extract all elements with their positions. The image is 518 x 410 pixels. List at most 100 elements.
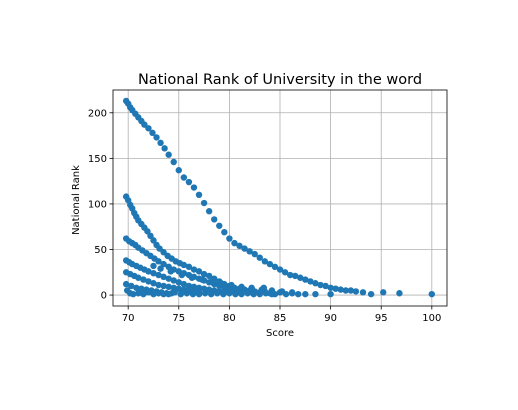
data-point [352,288,360,295]
data-point [317,281,324,289]
data-point [133,284,140,291]
data-point [189,290,197,298]
data-point [322,282,329,290]
data-point [295,290,302,298]
data-point [286,271,294,279]
data-point [205,208,213,215]
data-point [238,290,245,298]
data-point [150,262,157,270]
data-point [297,274,304,281]
data-point [221,284,228,291]
data-point [144,228,151,235]
x-tick-label: 75 [172,313,185,324]
data-points [122,97,436,298]
data-point [145,289,152,296]
data-point [205,272,213,280]
data-point [145,278,152,285]
data-point [160,282,167,290]
data-point [261,258,269,265]
data-point [175,279,182,286]
data-point [170,277,177,284]
data-point [195,191,203,199]
data-point [201,290,209,297]
data-point [165,290,172,298]
x-tick-label: 90 [324,313,337,324]
data-point [367,290,375,298]
data-point [268,287,276,294]
data-point [396,290,403,297]
data-point [207,290,215,298]
data-point [140,290,147,298]
data-point [185,263,193,271]
data-point [307,278,314,285]
data-point [226,290,233,297]
data-point [190,184,198,191]
data-point [228,281,235,289]
data-point [211,216,218,223]
data-point [246,248,253,255]
data-point [347,287,355,294]
data-point [150,290,157,298]
data-point [155,271,162,279]
data-point [302,276,309,283]
data-point [157,265,164,272]
data-point [185,178,193,186]
data-point [165,151,172,158]
data-point [359,289,367,296]
data-point [153,134,160,141]
chart-title: National Rank of University in the word [138,72,422,88]
data-point [160,260,167,268]
data-point [195,284,203,291]
data-point [177,290,185,298]
data-point [155,281,162,289]
x-tick-label: 80 [223,313,236,324]
data-point [195,268,203,275]
y-axis-label: National Rank [71,165,82,235]
x-tick-label: 70 [122,313,135,324]
data-point [220,290,227,298]
data-point [260,284,268,291]
data-point [195,290,203,298]
data-point [288,289,296,296]
data-point [200,270,208,278]
data-point [216,222,223,229]
x-axis-label: Score [266,328,294,339]
data-point [218,280,225,287]
data-point [180,280,188,288]
data-point [198,276,206,283]
data-point [221,228,228,236]
data-point [312,290,319,298]
data-point [160,290,167,298]
data-point [281,269,289,276]
data-point [327,284,334,291]
y-tick-label: 100 [88,199,107,210]
data-point [161,145,168,152]
data-point [167,268,174,275]
data-point [135,290,142,297]
data-point [190,266,198,273]
data-point [251,250,258,258]
data-point [248,284,255,291]
data-point [232,290,239,298]
data-point [291,272,299,280]
data-point [122,280,130,288]
data-point [208,278,216,285]
data-point [150,237,157,244]
y-tick-label: 0 [101,291,107,302]
data-point [157,139,164,147]
data-point [190,283,198,291]
data-point [150,280,157,287]
x-tick-label: 100 [422,313,441,324]
data-point [155,258,162,265]
data-point [337,286,344,293]
data-point [226,235,233,242]
data-point [188,274,196,281]
x-tick-label: 85 [274,313,287,324]
y-axis-ticks: 0 50 100 150 200 [88,108,113,302]
data-point [180,261,188,269]
data-point [180,174,188,181]
data-point [135,274,142,281]
data-point [214,290,221,297]
data-point [266,260,274,268]
